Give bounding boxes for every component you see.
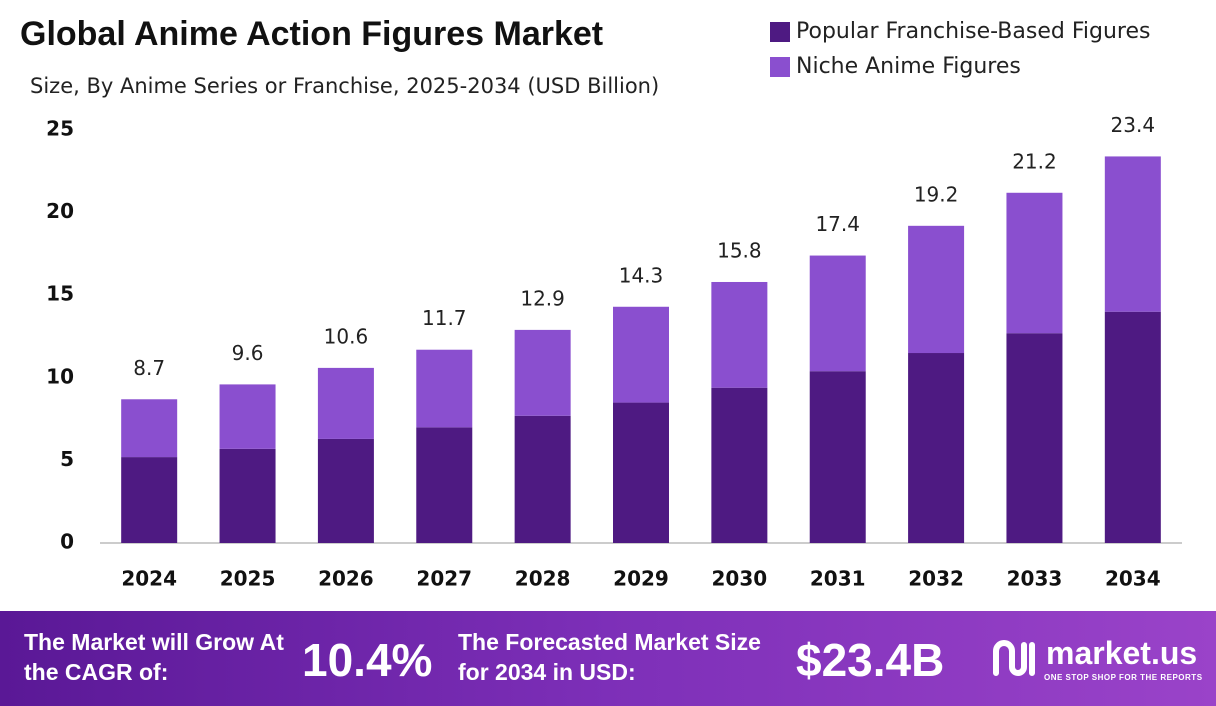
bar-segment (711, 387, 768, 543)
y-tick-label: 5 (60, 447, 74, 471)
legend-label: Popular Franchise-Based Figures (796, 19, 1150, 44)
total-label: 23.4 (1111, 113, 1156, 137)
chart: Global Anime Action Figures Market Size,… (20, 15, 1182, 591)
bar-segment (514, 329, 571, 416)
total-label: 19.2 (914, 182, 959, 206)
total-label: 17.4 (815, 212, 860, 236)
total-label: 21.2 (1012, 149, 1057, 173)
bar-segment (711, 281, 768, 388)
total-label: 8.7 (133, 356, 165, 380)
bar-segment (121, 457, 178, 543)
bar-segment (416, 427, 473, 543)
legend-label: Niche Anime Figures (796, 54, 1021, 79)
logo-icon (993, 640, 1035, 676)
bar-segment (809, 255, 866, 372)
legend-swatch (770, 57, 790, 77)
x-tick-label: 2034 (1105, 567, 1161, 591)
total-label: 9.6 (232, 341, 264, 365)
bar-segment (908, 225, 965, 354)
x-tick-label: 2025 (220, 567, 276, 591)
bar-segment (908, 353, 965, 543)
x-tick-label: 2031 (810, 567, 866, 591)
bar-segment (317, 367, 374, 439)
footer-banner: The Market will Grow At the CAGR of: 10.… (0, 611, 1216, 706)
cagr-value: 10.4% (302, 634, 433, 686)
bar-segment (613, 306, 669, 403)
y-tick-label: 0 (60, 530, 74, 554)
logo-text: market.us (1046, 635, 1198, 671)
total-label: 12.9 (520, 286, 565, 310)
size-value: $23.4B (796, 634, 945, 686)
total-label: 11.7 (422, 306, 467, 330)
legend-swatch (770, 22, 790, 42)
bar-segment (416, 349, 473, 428)
bar-segment (1006, 192, 1063, 334)
total-label: 14.3 (619, 263, 664, 287)
chart-subtitle: Size, By Anime Series or Franchise, 2025… (30, 74, 659, 98)
bar-segment (514, 415, 571, 543)
x-tick-label: 2033 (1007, 567, 1063, 591)
logo-tagline: ONE STOP SHOP FOR THE REPORTS (1044, 673, 1203, 682)
total-label: 10.6 (324, 324, 369, 348)
size-label: The Forecasted Market Size for 2034 in U… (458, 629, 761, 685)
bar-segment (219, 448, 276, 543)
x-tick-label: 2029 (613, 567, 669, 591)
x-tick-label: 2027 (416, 567, 472, 591)
x-tick-label: 2028 (515, 567, 571, 591)
x-tick-label: 2032 (908, 567, 964, 591)
bar-segment (121, 399, 178, 458)
chart-title: Global Anime Action Figures Market (20, 15, 603, 53)
y-tick-label: 15 (46, 282, 74, 306)
bar-segment (1104, 311, 1161, 543)
total-label: 15.8 (717, 238, 762, 262)
bar-segment (317, 438, 374, 543)
x-tick-label: 2030 (712, 567, 768, 591)
y-tick-label: 10 (46, 364, 74, 388)
bar-segment (809, 371, 866, 543)
bar-segment (1104, 156, 1161, 312)
cagr-label: The Market will Grow At the CAGR of: (24, 629, 284, 685)
x-tick-label: 2026 (318, 567, 374, 591)
x-tick-label: 2024 (121, 567, 177, 591)
y-tick-label: 25 (46, 117, 74, 141)
y-tick-label: 20 (46, 199, 74, 223)
bar-segment (219, 384, 276, 449)
bar-segment (1006, 333, 1063, 543)
bar-segment (613, 402, 669, 543)
